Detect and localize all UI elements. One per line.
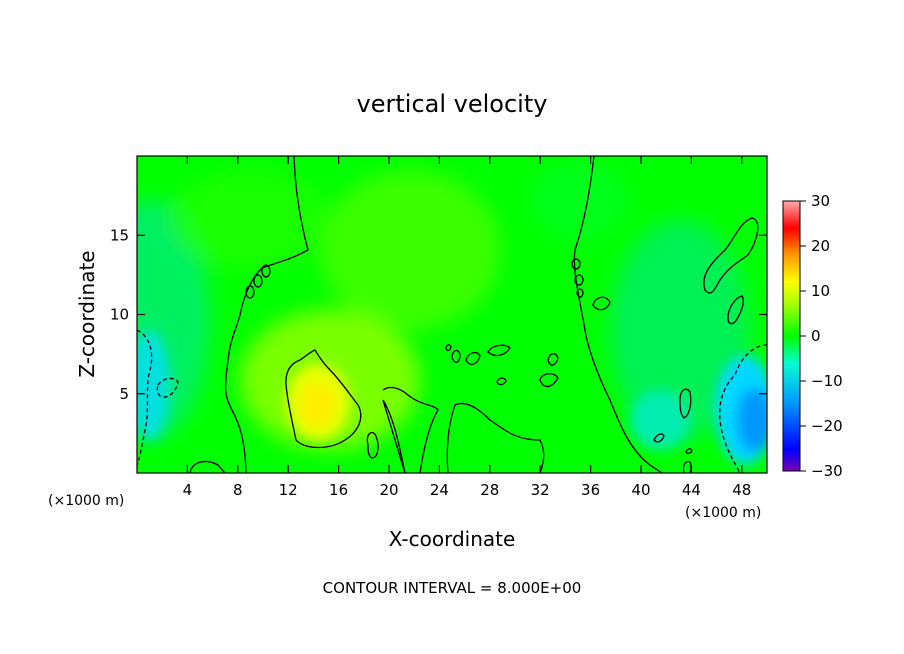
- contour-left-zero: [224, 156, 309, 473]
- contour-ring-1: [245, 285, 255, 299]
- colorbar-gradient: [782, 200, 801, 472]
- contour-right-blob-1: [703, 217, 759, 294]
- colorbar-tick-label: 0: [811, 327, 821, 345]
- field-shade-mid: [320, 170, 500, 330]
- y-tick-label: 10: [110, 306, 129, 324]
- contour-blob-c: [465, 351, 481, 365]
- contour-blob-a: [592, 296, 611, 311]
- x-tick-label: 20: [379, 481, 398, 499]
- contour-ring-5: [574, 274, 584, 286]
- x-tick-label: 12: [279, 481, 298, 499]
- colorbar-tick-label: 30: [811, 192, 830, 210]
- contour-right-blob-2: [727, 295, 744, 325]
- contour-ring-6: [576, 288, 584, 298]
- x-tick-label: 44: [682, 481, 701, 499]
- x-axis-label: X-coordinate: [389, 527, 516, 551]
- downdraft-right-core: [737, 388, 767, 452]
- x-tick-label: 8: [233, 481, 243, 499]
- velocity-field: [137, 156, 767, 473]
- contour-blob-d: [487, 344, 511, 357]
- contour-lines: [137, 156, 767, 473]
- contour-mid-lower: [382, 386, 439, 473]
- contour-bottom-left: [189, 460, 226, 473]
- field-shade-upper: [170, 170, 330, 270]
- contour-small-updraft: [366, 431, 379, 459]
- y-tick-label: 15: [110, 226, 129, 244]
- contour-right-zero: [573, 156, 663, 473]
- contour-right-lower-4: [685, 448, 693, 455]
- colorbar: 30 20 10 0 −10 −20 −30: [782, 192, 843, 480]
- colorbar-tick-label: −30: [811, 462, 843, 480]
- colorbar-tick-label: 10: [811, 282, 830, 300]
- x-tick-label: 28: [480, 481, 499, 499]
- contour-updraft: [285, 349, 362, 449]
- colorbar-tick-label: −20: [811, 417, 843, 435]
- contour-right-lower-1: [679, 388, 692, 419]
- contour-blob-g: [547, 353, 559, 366]
- contour-interval-note: CONTOUR INTERVAL = 8.000E+00: [323, 579, 582, 597]
- colorbar-tick-label: −10: [811, 372, 843, 390]
- contour-ring-3: [261, 264, 271, 278]
- chart-title: vertical velocity: [357, 90, 548, 118]
- field-shade-right-band: [530, 160, 630, 240]
- x-tick-label: 40: [631, 481, 650, 499]
- y-tick-label: 5: [119, 385, 129, 403]
- x-axis: 4 8 12 16 20 24 28 32 36 40 44 48: [183, 156, 751, 499]
- contour-ring-4: [571, 258, 581, 270]
- y-axis: 5 10 15: [110, 226, 767, 403]
- y-axis-label: Z-coordinate: [75, 250, 99, 377]
- field-shade-right: [610, 220, 750, 440]
- downdraft-left: [137, 330, 170, 440]
- colorbar-tick-label: 20: [811, 237, 830, 255]
- colorbar-ticks: 30 20 10 0 −10 −20 −30: [800, 192, 843, 480]
- contour-right-lower-2: [653, 433, 665, 443]
- x-tick-label: 32: [531, 481, 550, 499]
- downdraft-mid: [630, 390, 690, 450]
- contour-negative-left-small: [156, 377, 179, 398]
- x-tick-label: 36: [581, 481, 600, 499]
- contour-blob-e: [496, 377, 507, 386]
- x-tick-label: 48: [732, 481, 751, 499]
- x-tick-label: 16: [329, 481, 348, 499]
- contour-blob-f: [539, 373, 559, 388]
- contour-right-lower-3: [682, 460, 692, 473]
- contour-blob-h: [445, 344, 452, 352]
- contour-blob-b: [451, 349, 461, 363]
- x-tick-label: 4: [183, 481, 193, 499]
- x-unit-right: (×1000 m): [685, 505, 761, 521]
- contour-center-lower: [446, 402, 545, 473]
- x-unit-left: (×1000 m): [48, 493, 124, 509]
- contour-negative-left: [137, 329, 153, 466]
- x-tick-label: 24: [430, 481, 449, 499]
- contour-ring-2: [253, 274, 263, 288]
- updraft-peak: [300, 383, 336, 427]
